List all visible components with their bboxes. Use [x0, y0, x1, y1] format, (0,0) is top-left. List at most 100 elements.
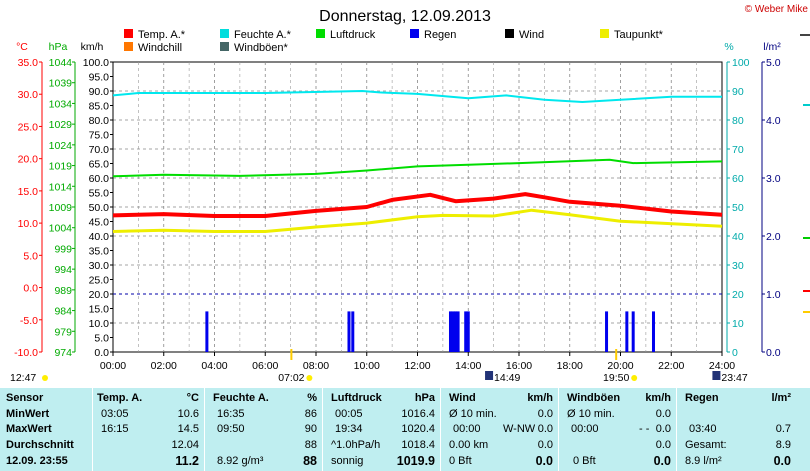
wind-avg2-value: 0.0 [537, 439, 553, 451]
rain-tick-label: 1.0 [766, 289, 781, 301]
pressure-tick-label: 1044 [49, 57, 73, 69]
rain-bar [205, 311, 209, 352]
rain-header: Regen [685, 392, 719, 404]
temp-tick-label: 30.0 [18, 89, 39, 101]
edge-mark-pressure [803, 237, 810, 239]
pressure-tick-label: 1014 [49, 181, 73, 193]
edge-mark-dewpoint [803, 311, 810, 313]
marker-label: 07:02 [278, 372, 304, 384]
row-label-current: 12.09. 23:55 [6, 455, 68, 467]
pressure-min-time: 00:05 [335, 408, 363, 420]
rain-bar [347, 311, 351, 352]
wind-tick-label: 80.0 [89, 115, 110, 127]
legend-label: Feuchte A.* [234, 29, 292, 41]
pressure-tick-label: 1039 [49, 78, 73, 90]
legend: Temp. A.* Feuchte A.* Luftdruck Regen Wind Ta… [124, 29, 664, 54]
temp-tick-label: -10.0 [14, 347, 38, 359]
humidity-min-value: 86 [304, 408, 317, 420]
plot-area [112, 90, 723, 352]
y-axes: 35.0 30.0 25.0 20.0 15.0 10.0 5.0 0.0 -5.0 -10.0 1… [14, 57, 781, 359]
chart-title: Donnerstag, 12.09.2013 [319, 8, 491, 25]
wind-avg-value: 0.0 [537, 408, 553, 420]
humidity-tick-label: 60 [732, 173, 744, 185]
gusts-max-direction: - - [639, 423, 650, 435]
humidity-max-time: 09:50 [217, 423, 245, 435]
summary-col-gusts: Windböen km/h Ø 10 min. 0.0 00:00 - - 0.… [558, 388, 677, 471]
legend-swatch [220, 29, 229, 38]
right-edge-marks [800, 34, 810, 313]
pressure-tick-label: 984 [54, 306, 72, 318]
rain-tick-label: 2.0 [766, 231, 781, 243]
x-tick-label: 04:00 [201, 360, 227, 372]
wind-tick-label: 100.0 [83, 57, 109, 69]
wind-tick-label: 50.0 [89, 202, 110, 214]
humidity-tick-label: 70 [732, 144, 744, 156]
pressure-max-value: 1020.4 [401, 423, 435, 435]
rain-max-time: 03:40 [689, 423, 717, 435]
pressure-tick-label: 1029 [49, 119, 73, 131]
temp-header: Temp. A. [97, 392, 143, 404]
series-line-temp [112, 208, 723, 233]
wind-unit: km/h [527, 392, 553, 404]
gusts-unit: km/h [645, 392, 671, 404]
marker-label: 14:49 [494, 372, 520, 384]
pressure-current-value: 1019.9 [396, 454, 435, 468]
humidity-tick-label: 30 [732, 260, 744, 272]
pressure-tick-label: 999 [54, 243, 72, 255]
row-label-avg: Durchschnitt [6, 439, 74, 451]
gusts-header: Windböen [567, 392, 621, 404]
legend-swatch [124, 29, 133, 38]
humidity-tick-label: 50 [732, 202, 744, 214]
rain-total-value: 8.9 [775, 439, 791, 451]
humidity-unit-label: % [724, 41, 733, 53]
sun-icon [42, 375, 48, 381]
wind-bft: 0 Bft [449, 455, 472, 467]
wind-tick-label: 25.0 [89, 275, 110, 287]
rain-total-label: Gesamt: [685, 439, 727, 451]
legend-swatch [316, 29, 325, 38]
wind-tick-label: 60.0 [89, 173, 110, 185]
sensor-header: Sensor [6, 392, 44, 404]
legend-label: Wind [519, 29, 544, 41]
rain-tick-label: 3.0 [766, 173, 781, 185]
gusts-current-value: 0.0 [653, 454, 671, 468]
x-tick-label: 08:00 [303, 360, 329, 372]
legend-label: Luftdruck [330, 29, 376, 41]
wind-tick-label: 70.0 [89, 144, 110, 156]
temp-max-time: 16:15 [101, 423, 129, 435]
edge-mark-temp [803, 290, 810, 292]
edge-mark-humidity [803, 104, 810, 106]
series-line-pressure [112, 158, 723, 178]
pressure-forecast: sonnig [331, 455, 364, 467]
legend-label: Taupunkt* [614, 29, 664, 41]
rain-bar [456, 311, 460, 352]
temp-tick-label: 35.0 [18, 57, 39, 69]
wind-header: Wind [449, 392, 476, 404]
temp-min-value: 10.6 [177, 408, 199, 420]
wind-tick-label: 65.0 [89, 159, 110, 171]
humidity-header: Feuchte A. [213, 392, 269, 404]
x-tick-label: 14:00 [455, 360, 481, 372]
gusts-avg2-value: 0.0 [655, 439, 671, 451]
rain-tick-label: 4.0 [766, 115, 781, 127]
wind-tick-label: 0.0 [94, 347, 109, 359]
pressure-max-time: 19:34 [335, 423, 363, 435]
humidity-current-value: 88 [303, 454, 317, 468]
row-label-max: MaxWert [6, 423, 52, 435]
humidity-avg-value: 88 [304, 439, 317, 451]
humidity-tick-label: 100 [732, 57, 750, 69]
x-tick-label: 22:00 [658, 360, 684, 372]
marker-label: 12:47 [10, 372, 36, 384]
rain-bar [631, 311, 635, 352]
summary-col-temp: Temp. A. °C 03:05 10.6 16:15 14.5 12.04 … [92, 388, 205, 471]
rain-total-display: 8.9 l/m² [685, 455, 722, 467]
rain-tick-label: 5.0 [766, 57, 781, 69]
wind-distance: 0.00 km [449, 439, 489, 451]
rain-bar [605, 311, 609, 352]
pressure-tick-label: 1019 [49, 161, 73, 173]
temp-tick-label: 5.0 [23, 250, 38, 262]
temp-unit: °C [186, 392, 199, 404]
x-tick-label: 00:00 [100, 360, 126, 372]
rain-unit-label: l/m² [763, 41, 781, 53]
legend-swatch [505, 29, 514, 38]
